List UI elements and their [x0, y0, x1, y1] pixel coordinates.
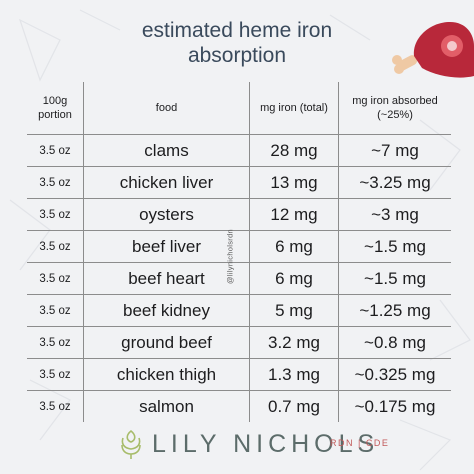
header-mg-total: mg iron (total): [249, 82, 339, 135]
brand-credentials: RDN | CDE: [330, 438, 390, 448]
food-cell: chicken liver: [83, 166, 250, 199]
food-cell: chicken thigh: [83, 358, 250, 391]
portion-cell: 3.5 oz: [27, 358, 84, 391]
mg-absorbed-cell: ~7 mg: [338, 134, 451, 167]
table-row: 3.5 oz clams 28 mg ~7 mg: [27, 134, 451, 167]
table-row: 3.5 oz beef kidney 5 mg ~1.25 mg: [27, 294, 451, 327]
mg-total-cell: 6 mg: [249, 230, 339, 263]
portion-cell: 3.5 oz: [27, 166, 84, 199]
mg-total-cell: 0.7 mg: [249, 390, 339, 422]
portion-cell: 3.5 oz: [27, 294, 84, 327]
table-row: 3.5 oz chicken liver 13 mg ~3.25 mg: [27, 166, 451, 199]
food-cell: beef liver: [83, 230, 250, 263]
portion-cell: 3.5 oz: [27, 390, 84, 422]
table-row: 3.5 oz beef heart 6 mg ~1.5 mg: [27, 262, 451, 295]
table-row: 3.5 oz beef liver 6 mg ~1.5 mg: [27, 230, 451, 263]
mg-total-cell: 12 mg: [249, 198, 339, 231]
mg-absorbed-cell: ~1.25 mg: [338, 294, 451, 327]
mg-total-cell: 13 mg: [249, 166, 339, 199]
food-cell: clams: [83, 134, 250, 167]
artichoke-icon: [121, 430, 141, 459]
title-line-1: estimated heme iron: [141, 19, 333, 42]
mg-absorbed-cell: ~0.8 mg: [338, 326, 451, 359]
food-cell: salmon: [83, 390, 250, 422]
header-portion: 100g portion: [27, 82, 84, 135]
mg-total-cell: 1.3 mg: [249, 358, 339, 391]
mg-total-cell: 3.2 mg: [249, 326, 339, 359]
mg-total-cell: 28 mg: [249, 134, 339, 167]
portion-cell: 3.5 oz: [27, 262, 84, 295]
portion-cell: 3.5 oz: [27, 134, 84, 167]
header-mg-absorbed: mg iron absorbed (~25%): [338, 82, 451, 135]
mg-total-cell: 5 mg: [249, 294, 339, 327]
mg-absorbed-cell: ~3.25 mg: [338, 166, 451, 199]
brand-name: LILY NICHOLS: [152, 430, 380, 458]
mg-absorbed-cell: ~3 mg: [338, 198, 451, 231]
table-row: 3.5 oz chicken thigh 1.3 mg ~0.325 mg: [27, 358, 451, 391]
mg-absorbed-cell: ~0.325 mg: [338, 358, 451, 391]
mg-total-cell: 6 mg: [249, 262, 339, 295]
mg-absorbed-cell: ~1.5 mg: [338, 230, 451, 263]
mg-absorbed-cell: ~0.175 mg: [338, 390, 451, 422]
mg-absorbed-cell: ~1.5 mg: [338, 262, 451, 295]
meat-steak-icon: [392, 22, 474, 78]
table-row: 3.5 oz salmon 0.7 mg ~0.175 mg: [27, 390, 451, 422]
food-cell: beef heart: [83, 262, 250, 295]
watermark-handle: @lilynicholsrdn: [225, 228, 235, 285]
portion-cell: 3.5 oz: [27, 326, 84, 359]
table-row: 3.5 oz ground beef 3.2 mg ~0.8 mg: [27, 326, 451, 359]
iron-table: 100g portion food mg iron (total) mg iro…: [27, 82, 451, 422]
title-line-2: absorption: [187, 44, 287, 67]
portion-cell: 3.5 oz: [27, 230, 84, 263]
table-row: 3.5 oz oysters 12 mg ~3 mg: [27, 198, 451, 231]
page-title: estimated heme iron absorption: [0, 18, 474, 68]
table-header-row: 100g portion food mg iron (total) mg iro…: [27, 82, 451, 135]
food-cell: ground beef: [83, 326, 250, 359]
food-cell: beef kidney: [83, 294, 250, 327]
header-food: food: [83, 82, 250, 135]
portion-cell: 3.5 oz: [27, 198, 84, 231]
food-cell: oysters: [83, 198, 250, 231]
